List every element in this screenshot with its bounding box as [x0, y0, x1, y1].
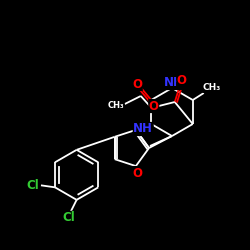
Text: O: O [149, 100, 159, 112]
Text: O: O [132, 78, 142, 90]
Text: NH: NH [133, 122, 153, 136]
Text: CH₃: CH₃ [203, 84, 221, 92]
Text: O: O [177, 74, 187, 88]
Text: O: O [133, 166, 143, 179]
Text: NH: NH [164, 76, 184, 90]
Text: Cl: Cl [62, 211, 75, 224]
Text: Cl: Cl [26, 179, 39, 192]
Text: CH₃: CH₃ [108, 102, 124, 110]
